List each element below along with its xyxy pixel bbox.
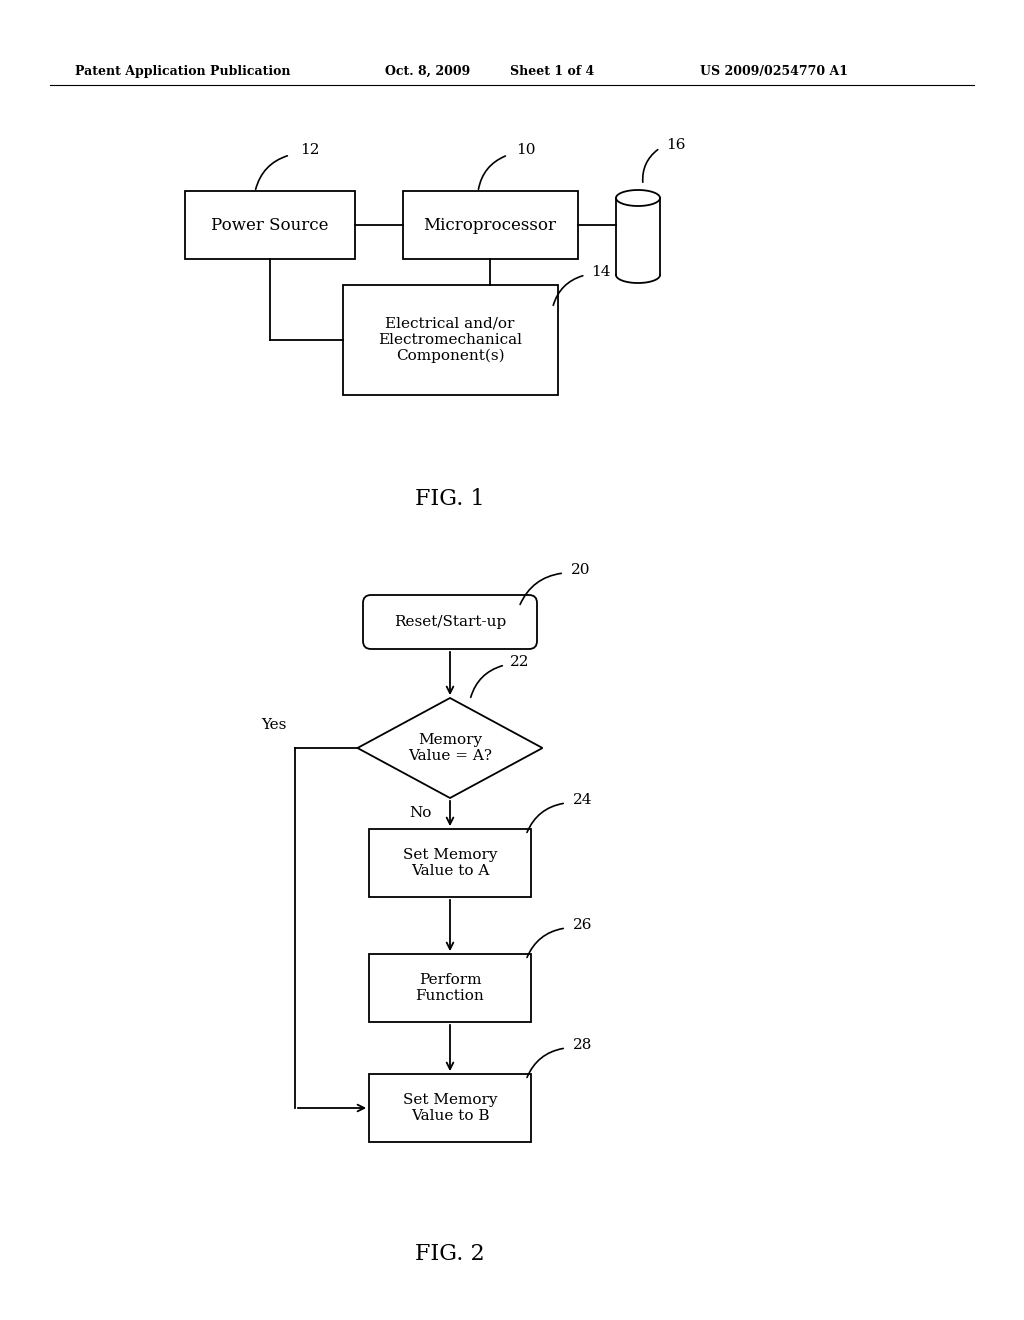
Text: Electrical and/or
Electromechanical
Component(s): Electrical and/or Electromechanical Comp…	[378, 317, 522, 363]
Text: Patent Application Publication: Patent Application Publication	[75, 65, 291, 78]
Text: Set Memory
Value to A: Set Memory Value to A	[402, 847, 498, 878]
Text: 22: 22	[510, 655, 529, 669]
FancyBboxPatch shape	[362, 595, 537, 649]
Text: 16: 16	[666, 139, 685, 152]
Text: Perform
Function: Perform Function	[416, 973, 484, 1003]
Text: 12: 12	[300, 143, 319, 157]
Text: 14: 14	[592, 265, 611, 279]
Bar	[369, 1074, 531, 1142]
Text: 20: 20	[571, 564, 591, 577]
Text: Reset/Start-up: Reset/Start-up	[394, 615, 506, 630]
Bar	[369, 829, 531, 898]
Text: No: No	[410, 807, 432, 820]
Bar	[369, 954, 531, 1022]
Bar	[342, 285, 557, 395]
Text: Microprocessor: Microprocessor	[424, 216, 556, 234]
Text: FIG. 1: FIG. 1	[415, 488, 484, 510]
Text: Oct. 8, 2009: Oct. 8, 2009	[385, 65, 470, 78]
Text: Power Source: Power Source	[211, 216, 329, 234]
Text: 10: 10	[516, 143, 536, 157]
Text: 28: 28	[573, 1038, 592, 1052]
Text: Sheet 1 of 4: Sheet 1 of 4	[510, 65, 594, 78]
Text: FIG. 2: FIG. 2	[415, 1243, 484, 1265]
Text: Set Memory
Value to B: Set Memory Value to B	[402, 1093, 498, 1123]
Text: Memory
Value = A?: Memory Value = A?	[408, 733, 492, 763]
Polygon shape	[357, 698, 543, 799]
Bar	[402, 191, 578, 259]
Text: 24: 24	[573, 793, 593, 807]
Text: Yes: Yes	[261, 718, 287, 733]
Bar	[185, 191, 355, 259]
Text: 26: 26	[573, 917, 593, 932]
Text: US 2009/0254770 A1: US 2009/0254770 A1	[700, 65, 848, 78]
